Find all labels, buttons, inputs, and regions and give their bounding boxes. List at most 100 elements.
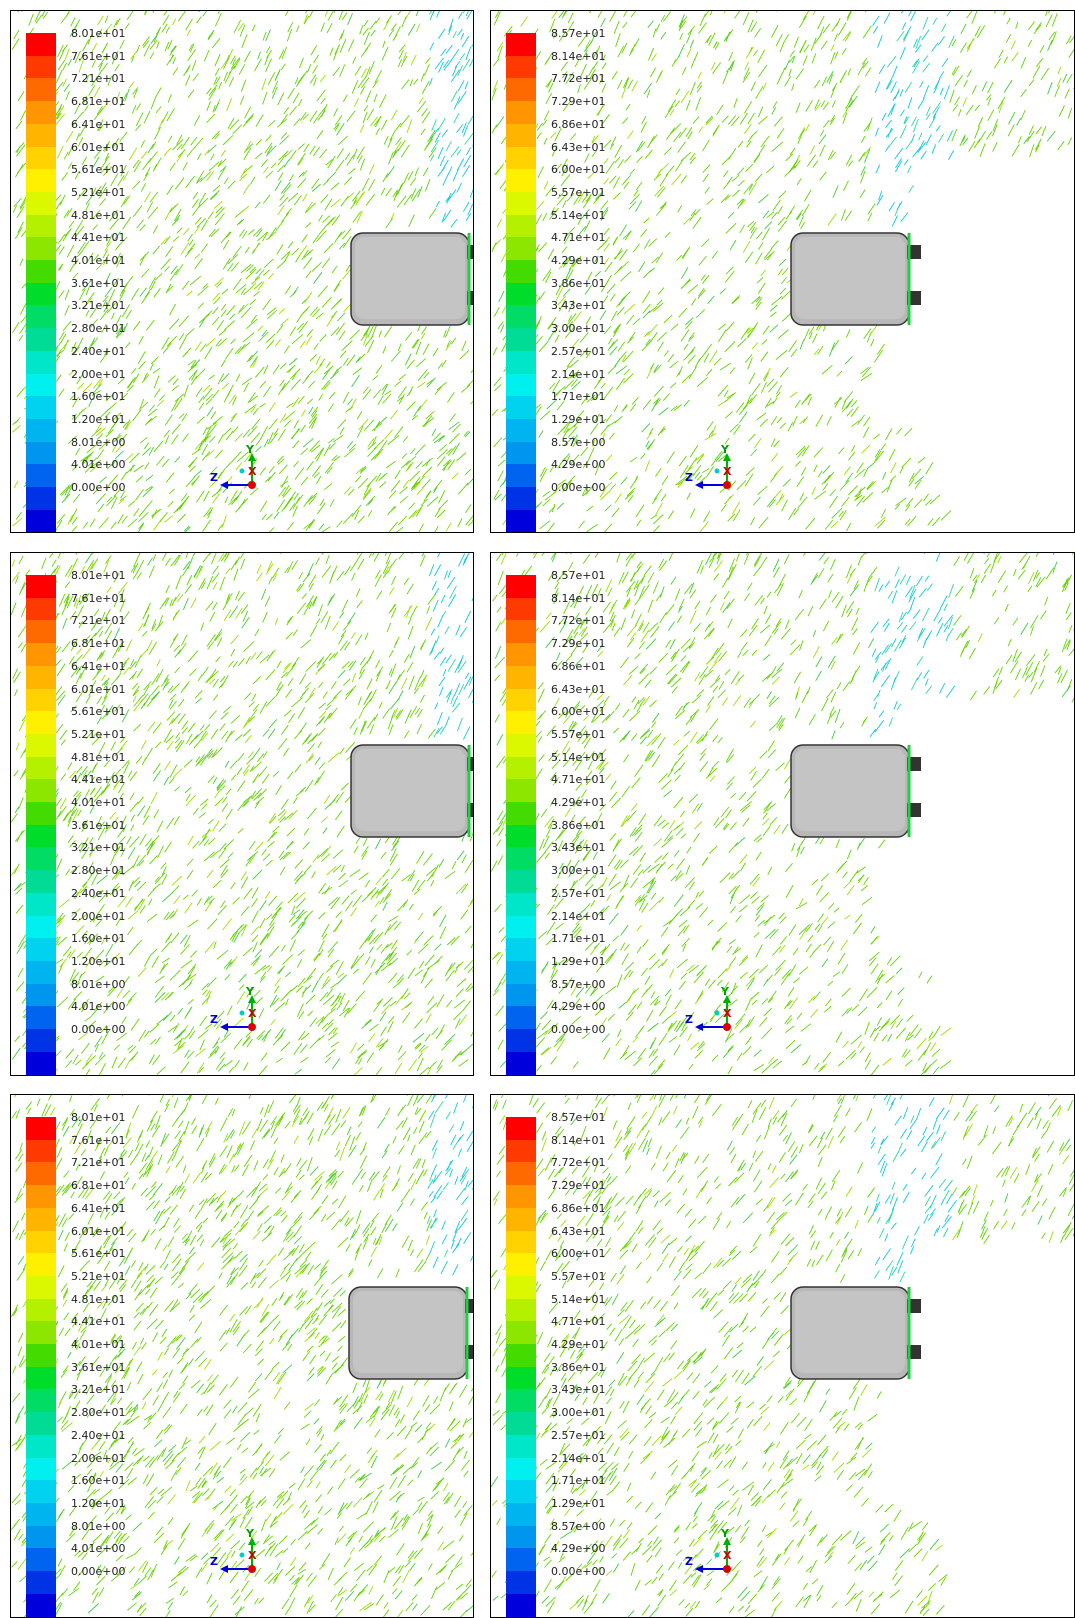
velocity-vector [91,78,97,87]
velocity-vector [881,486,890,494]
velocity-vector [144,602,151,615]
velocity-vector [757,485,768,495]
velocity-vector [205,337,216,347]
velocity-vector [235,373,241,382]
velocity-vector [415,461,423,469]
velocity-vector [299,691,306,699]
velocity-vector [152,11,155,14]
velocity-vector [184,1049,190,1058]
velocity-vector [820,40,828,50]
velocity-vector [164,414,173,426]
velocity-vector [679,33,684,40]
velocity-vector [97,119,104,132]
velocity-vector [121,760,130,769]
velocity-vector [730,60,735,72]
velocity-vector [880,508,887,519]
velocity-vector [328,653,336,662]
velocity-vector [398,44,406,53]
velocity-vector [280,671,288,679]
velocity-vector [205,393,214,402]
velocity-vector [153,288,161,298]
velocity-vector [1045,11,1048,17]
velocity-vector [301,234,308,243]
velocity-vector [207,818,214,825]
velocity-vector [663,146,672,156]
velocity-vector [68,595,74,605]
velocity-vector [296,602,307,614]
velocity-vector [619,248,628,261]
velocity-vector [264,596,271,607]
velocity-vector [178,315,189,328]
velocity-vector [606,283,616,294]
velocity-vector [224,760,230,768]
velocity-vector [365,90,372,103]
velocity-vector [65,868,71,876]
velocity-vector [288,149,297,162]
velocity-vector [430,11,435,18]
velocity-vector [106,495,117,507]
velocity-vector [768,381,778,393]
velocity-vector [951,128,958,142]
velocity-vector [633,189,639,197]
velocity-vector [763,248,773,259]
velocity-vector [375,1066,383,1075]
velocity-vector [307,600,312,609]
velocity-vector [948,150,954,161]
velocity-vector [286,402,294,409]
velocity-vector [450,90,458,102]
velocity-vector [72,463,79,471]
velocity-vector [151,955,159,968]
velocity-vector [399,115,410,128]
velocity-vector [610,483,617,490]
velocity-vector [144,954,152,967]
velocity-vector [71,525,78,532]
legend-label: 8.14e+01 [551,49,606,63]
velocity-vector [214,67,220,76]
velocity-vector [951,39,957,47]
velocity-vector [190,359,201,370]
velocity-vector [60,12,70,24]
velocity-vector [397,690,404,702]
velocity-vector [854,468,866,479]
velocity-vector [205,398,213,406]
velocity-vector [697,71,702,79]
velocity-vector [677,479,685,489]
velocity-vector [659,202,667,210]
velocity-vector [823,119,830,128]
velocity-vector [308,413,318,424]
velocity-vector [114,936,121,944]
velocity-vector [277,118,288,128]
velocity-vector [285,631,293,640]
velocity-vector [238,498,246,510]
velocity-vector [917,141,927,153]
velocity-vector [907,26,912,33]
velocity-vector [318,949,324,956]
velocity-vector [311,597,317,607]
velocity-vector [301,986,308,998]
velocity-vector [76,766,83,774]
velocity-vector [272,573,278,582]
velocity-vector [98,186,108,199]
velocity-vector [444,570,448,580]
velocity-vector [426,496,439,507]
velocity-vector [245,1029,253,1038]
velocity-vector [330,298,342,310]
velocity-vector [583,76,593,90]
velocity-vector [15,904,24,914]
velocity-vector [630,43,636,53]
velocity-vector [97,28,103,39]
velocity-vector [843,466,851,476]
velocity-vector [151,509,158,519]
velocity-vector [96,667,101,675]
velocity-vector [278,382,286,396]
velocity-vector [424,136,434,150]
velocity-vector [688,473,694,481]
velocity-vector [101,43,108,54]
velocity-vector [410,476,421,490]
velocity-vector [864,11,867,13]
velocity-vector [581,49,588,60]
velocity-vector [57,996,69,1008]
velocity-vector [119,93,128,107]
legend-label: 2.00e+01 [71,909,126,923]
velocity-vector [198,11,200,13]
